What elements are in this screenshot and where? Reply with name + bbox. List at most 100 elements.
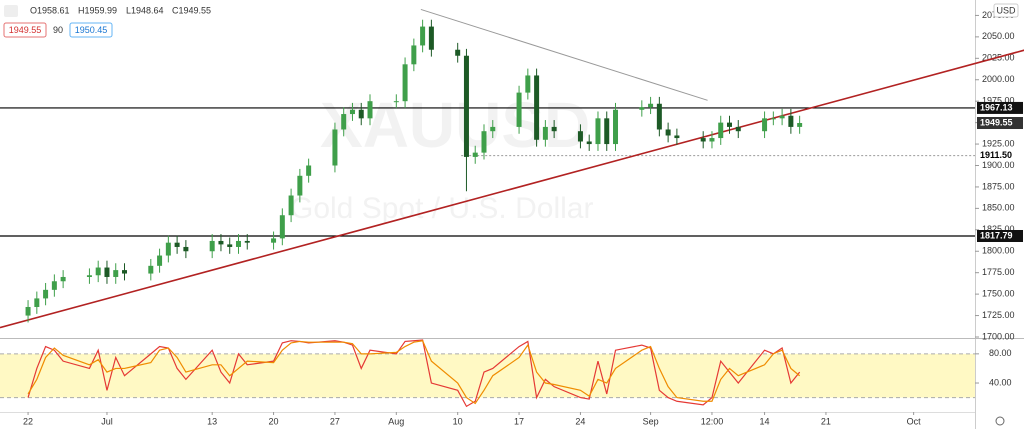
candle-body [534, 75, 540, 140]
candle-body [797, 123, 803, 127]
candle-body [165, 242, 171, 256]
candle-body [279, 215, 285, 239]
sell-price: 1949.55 [9, 25, 42, 35]
y-tick-label: 1750.00 [982, 288, 1015, 298]
candle-body [148, 265, 154, 274]
oscillator-line [27, 339, 801, 408]
y-tick-label: 2050.00 [982, 31, 1015, 41]
oscillator-band [0, 353, 975, 398]
y-tick-label: 1975.00 [982, 96, 1015, 106]
x-tick-label: 13 [207, 416, 217, 426]
candle-body [674, 135, 680, 139]
candle-body [341, 114, 347, 130]
candle-body [718, 122, 724, 139]
candle-body [25, 306, 31, 316]
candle-body [235, 240, 241, 247]
x-tick-label: 17 [514, 416, 524, 426]
spread: 90 [53, 25, 63, 35]
level-label: 1817.79 [980, 230, 1013, 240]
candle-body [735, 126, 741, 132]
candle-body [770, 118, 776, 120]
y-tick-label: 1925.00 [982, 138, 1015, 148]
candle-body [726, 122, 732, 127]
candle-body [420, 26, 426, 46]
candle-body [709, 138, 715, 142]
level-badge [977, 101, 1023, 114]
candle-body [358, 109, 364, 119]
candle-body [586, 141, 592, 145]
ohlc-low: L1948.64 [126, 5, 164, 15]
candle-body [288, 195, 294, 216]
ohlc-high: H1959.99 [78, 5, 117, 15]
candle-body [209, 240, 215, 252]
candle-body [367, 101, 373, 119]
x-tick-label: 27 [330, 416, 340, 426]
watermark: XAUUSD [320, 89, 590, 161]
candle-body [648, 103, 654, 108]
candle-body [227, 244, 233, 247]
last-price-badge [977, 117, 1023, 130]
candle-body [700, 138, 706, 142]
osc-tick-label: 40.00 [989, 377, 1012, 387]
settings-icon[interactable] [995, 416, 1005, 426]
level-badge [977, 149, 1023, 162]
candle-body [218, 240, 224, 245]
candle-body [332, 129, 338, 166]
oscillator-line [27, 340, 801, 405]
candle-body [455, 49, 461, 56]
y-tick-label: 1875.00 [982, 181, 1015, 191]
x-tick-label: 14 [760, 416, 770, 426]
candle-body [656, 103, 662, 130]
ohlc-open: O1958.61 [30, 5, 70, 15]
candle-body [762, 118, 768, 132]
currency-button[interactable] [993, 3, 1019, 18]
x-tick-label: 24 [575, 416, 585, 426]
collapse-button[interactable] [4, 5, 18, 17]
candle-body [122, 270, 128, 274]
candle-body [472, 152, 478, 157]
candle-body [490, 126, 496, 132]
level-label: 1967.13 [980, 102, 1013, 112]
candle-body [51, 281, 57, 290]
trendline [0, 49, 1024, 329]
candle-body [639, 107, 645, 110]
last-price-label: 1949.55 [980, 117, 1013, 127]
candle-body [95, 267, 101, 276]
y-tick-label: 1900.00 [982, 160, 1015, 170]
buy-price: 1950.45 [75, 25, 108, 35]
candle-body [34, 298, 40, 307]
level-badge [977, 229, 1023, 242]
level-label: 1911.50 [980, 150, 1012, 160]
y-tick-label: 1825.00 [982, 224, 1015, 234]
candle-body [393, 101, 399, 103]
candle-body [428, 26, 434, 50]
candle-body [411, 45, 417, 65]
candle-body [788, 115, 794, 127]
candle-body [183, 246, 189, 252]
candle-body [481, 131, 487, 153]
ohlc-close: C1949.55 [172, 5, 211, 15]
candle-body [60, 276, 66, 282]
trendline [420, 8, 708, 101]
candle-body [104, 267, 110, 277]
candle-body [542, 126, 548, 140]
candle-body [297, 175, 303, 196]
x-tick-label: 20 [269, 416, 279, 426]
candle-body [595, 118, 601, 145]
candle-body [516, 92, 522, 127]
candle-body [604, 118, 610, 145]
x-tick-label: Jul [101, 416, 113, 426]
candle-body [306, 165, 312, 176]
sell-badge[interactable] [3, 22, 47, 38]
candle-body [86, 275, 92, 277]
x-tick-label: 12:00 [701, 416, 724, 426]
candle-body [463, 55, 469, 157]
y-tick-label: 1800.00 [982, 246, 1015, 256]
candle-body [43, 289, 49, 299]
x-tick-label: 21 [821, 416, 831, 426]
buy-badge[interactable] [69, 22, 113, 38]
candle-body [244, 240, 250, 243]
y-tick-label: 1850.00 [982, 203, 1015, 213]
candle-body [271, 238, 277, 243]
